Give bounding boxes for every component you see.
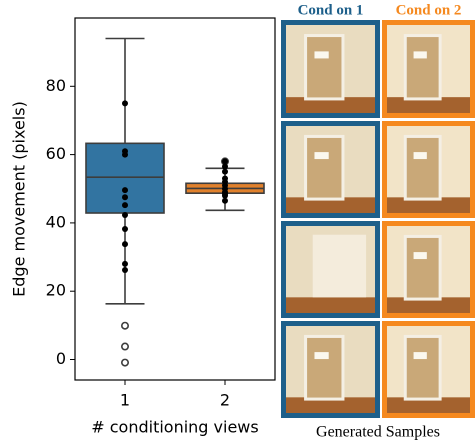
sample-door xyxy=(403,234,442,301)
sample-floor xyxy=(387,197,470,213)
point xyxy=(122,267,128,274)
point xyxy=(122,151,128,158)
point xyxy=(222,163,228,170)
flier xyxy=(121,342,130,351)
y-tick-label: 60 xyxy=(46,144,66,163)
sample-door xyxy=(304,334,345,401)
point xyxy=(222,192,228,199)
flier xyxy=(121,321,130,330)
y-tick-label: 40 xyxy=(46,212,66,231)
sample-window xyxy=(314,51,329,59)
sample-floor xyxy=(387,297,470,313)
sample-door xyxy=(403,134,442,201)
sample-floor xyxy=(286,297,375,313)
point xyxy=(122,260,128,267)
point xyxy=(222,168,228,175)
sample-window xyxy=(314,352,329,360)
point xyxy=(122,187,128,194)
point xyxy=(122,212,128,219)
x-axis-label: # conditioning views xyxy=(91,418,258,437)
sample-door xyxy=(403,34,442,101)
point xyxy=(222,158,228,165)
point xyxy=(122,241,128,248)
point xyxy=(122,100,128,107)
sample-window xyxy=(413,152,427,160)
sample-floor xyxy=(286,97,375,113)
sample-floor xyxy=(387,397,470,413)
point xyxy=(122,202,128,209)
flier xyxy=(121,358,130,367)
sample-window xyxy=(314,152,329,160)
sample-window xyxy=(413,252,427,260)
plot-frame xyxy=(74,17,276,381)
sample-floor xyxy=(286,397,375,413)
point xyxy=(122,226,128,233)
column-title: Cond on 2 xyxy=(396,2,462,18)
sample-door xyxy=(304,134,345,201)
sample-wall-panel xyxy=(312,234,367,298)
y-tick-label: 20 xyxy=(46,281,66,300)
point xyxy=(122,194,128,201)
samples-caption: Generated Samples xyxy=(316,424,440,441)
y-tick-label: 80 xyxy=(46,76,66,95)
sample-floor xyxy=(286,197,375,213)
column-title: Cond on 1 xyxy=(298,2,364,18)
x-tick-label: 2 xyxy=(220,391,230,410)
sample-floor xyxy=(387,97,470,113)
sample-door xyxy=(304,34,345,101)
y-tick-label: 0 xyxy=(56,349,66,368)
sample-window xyxy=(413,352,427,360)
y-axis-label: Edge movement (pixels) xyxy=(10,101,29,297)
point xyxy=(222,197,228,204)
x-tick-label: 1 xyxy=(120,391,130,410)
sample-door xyxy=(403,334,442,401)
sample-window xyxy=(413,51,427,59)
